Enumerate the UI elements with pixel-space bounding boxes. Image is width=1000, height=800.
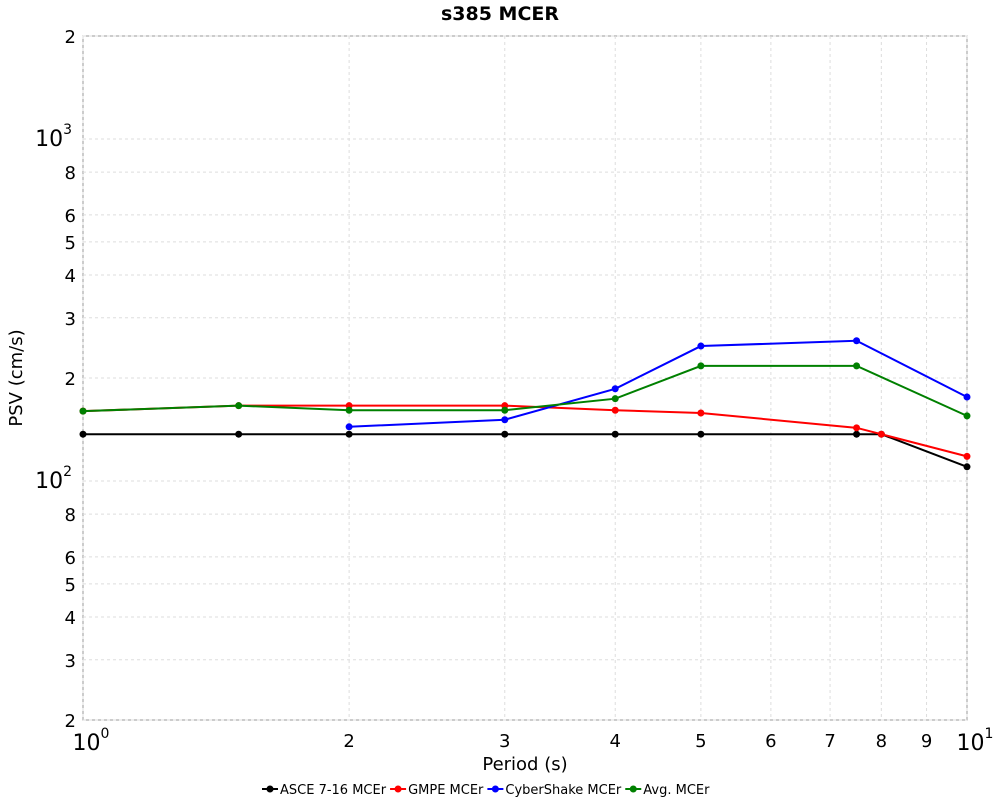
tick-label-base: 4 [609, 731, 620, 752]
tick-label: 8 [65, 163, 76, 184]
tick-label: 103 [35, 122, 72, 152]
tick-label-base: 2 [65, 711, 76, 732]
tick-label: 3 [65, 651, 76, 672]
data-point [611, 406, 619, 414]
tick-label: 6 [65, 548, 76, 569]
data-point [501, 406, 509, 414]
data-point [963, 412, 971, 420]
tick-label-base: 3 [65, 651, 76, 672]
data-point [235, 402, 243, 410]
tick-label-base: 5 [695, 731, 706, 752]
tick-label-base: 8 [876, 731, 887, 752]
tick-label-base: 2 [343, 731, 354, 752]
legend-label: Avg. MCEr [643, 783, 710, 798]
data-point [501, 430, 509, 438]
legend-marker [266, 785, 274, 793]
tick-label-base: 6 [65, 548, 76, 569]
legend-label: ASCE 7-16 MCEr [280, 783, 387, 798]
plot-area [82, 35, 968, 721]
tick-label: 4 [609, 731, 620, 752]
data-point [79, 430, 87, 438]
data-point [611, 395, 619, 403]
data-point [963, 463, 971, 471]
tick-label: 102 [35, 464, 72, 494]
tick-label-exponent: 2 [63, 464, 72, 480]
chart-title: s385 MCER [441, 3, 559, 25]
data-point [235, 430, 243, 438]
tick-label-exponent: 3 [63, 122, 72, 138]
tick-label-base: 6 [65, 206, 76, 227]
tick-label: 8 [876, 731, 887, 752]
data-point [697, 362, 705, 370]
tick-label-base: 10 [35, 469, 63, 494]
tick-label-base: 2 [65, 369, 76, 390]
tick-label-base: 3 [499, 731, 510, 752]
data-point [611, 430, 619, 438]
y-axis-label: PSV (cm/s) [6, 329, 27, 426]
data-point [853, 424, 861, 432]
tick-label: 100 [73, 726, 110, 756]
tick-label: 4 [65, 608, 76, 629]
tick-label-base: 6 [765, 731, 776, 752]
tick-label-base: 10 [957, 731, 985, 756]
tick-label-base: 7 [824, 731, 835, 752]
tick-label-base: 3 [65, 309, 76, 330]
tick-label-base: 10 [73, 731, 101, 756]
tick-label: 8 [65, 505, 76, 526]
tick-label: 7 [824, 731, 835, 752]
tick-label: 5 [65, 233, 76, 254]
series-line [349, 339, 968, 428]
data-point [853, 337, 861, 345]
tick-label-base: 9 [921, 731, 932, 752]
tick-label: 4 [65, 266, 76, 287]
tick-label: 2 [65, 711, 76, 732]
tick-label-base: 4 [65, 608, 76, 629]
tick-label-base: 5 [65, 233, 76, 254]
tick-label-exponent: 0 [101, 726, 110, 742]
legend-marker [394, 785, 402, 793]
legend-marker [491, 785, 499, 793]
tick-label: 101 [957, 726, 994, 756]
tick-label: 3 [499, 731, 510, 752]
tick-label: 9 [921, 731, 932, 752]
tick-label-base: 5 [65, 575, 76, 596]
tick-label: 6 [65, 206, 76, 227]
data-point [345, 423, 353, 431]
data-point [697, 409, 705, 417]
tick-label: 5 [65, 575, 76, 596]
tick-label-base: 2 [65, 27, 76, 48]
data-point [345, 406, 353, 414]
tick-label: 6 [765, 731, 776, 752]
tick-label-exponent: 1 [985, 726, 994, 742]
data-point [853, 362, 861, 370]
data-point [697, 342, 705, 350]
series-line [82, 364, 968, 417]
x-axis-label: Period (s) [482, 754, 567, 775]
legend-label: GMPE MCEr [408, 783, 484, 798]
data-point [611, 385, 619, 393]
data-point [697, 430, 705, 438]
legend-marker [629, 785, 637, 793]
data-point [345, 430, 353, 438]
tick-label: 2 [343, 731, 354, 752]
data-point [501, 416, 509, 424]
legend-label: CyberShake MCEr [505, 783, 622, 798]
data-point [79, 407, 87, 415]
tick-label: 2 [65, 27, 76, 48]
tick-label: 3 [65, 309, 76, 330]
tick-label-base: 10 [35, 127, 63, 152]
data-point [963, 452, 971, 460]
tick-label: 2 [65, 369, 76, 390]
data-point [853, 430, 861, 438]
tick-label-base: 8 [65, 505, 76, 526]
tick-label-base: 8 [65, 163, 76, 184]
data-point [877, 430, 885, 438]
tick-label: 5 [695, 731, 706, 752]
tick-label-base: 4 [65, 266, 76, 287]
data-point [963, 393, 971, 401]
